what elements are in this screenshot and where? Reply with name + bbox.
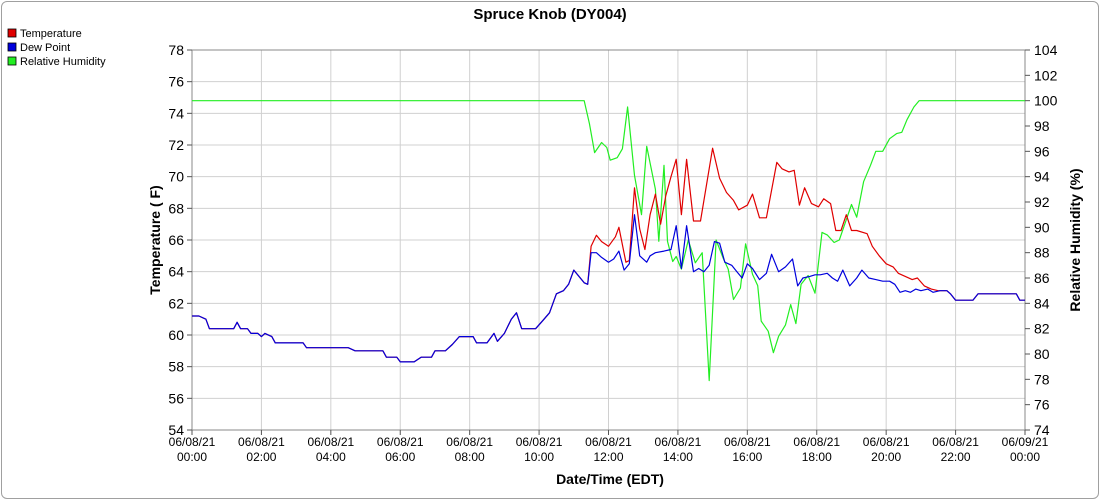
y-left-tick-label: 56: [168, 390, 184, 406]
legend-label: Temperature: [20, 28, 82, 40]
x-tick-time: 00:00: [1010, 450, 1040, 464]
y-right-tick-label: 86: [1034, 270, 1050, 286]
series-layer: [192, 100, 1025, 382]
y-right-tick-label: 84: [1034, 295, 1050, 311]
y-left-tick-label: 58: [168, 359, 184, 375]
x-tick-date: 06/08/21: [585, 435, 632, 449]
chart-title: Spruce Knob (DY004): [473, 6, 626, 23]
y-left-tick-label: 62: [168, 295, 184, 311]
y-right-tick-label: 100: [1034, 93, 1058, 109]
x-tick-time: 02:00: [246, 450, 276, 464]
y-right-tick-label: 98: [1034, 118, 1050, 134]
y-left-tick-label: 60: [168, 327, 184, 343]
x-tick-date: 06/08/21: [446, 435, 493, 449]
y-axis-right-label: Relative Humidity (%): [1067, 168, 1083, 311]
x-tick-time: 18:00: [802, 450, 832, 464]
x-tick-date: 06/09/21: [1002, 435, 1049, 449]
y-right-tick-label: 102: [1034, 67, 1058, 83]
x-axis-label: Date/Time (EDT): [556, 471, 664, 487]
x-tick-date: 06/08/21: [863, 435, 910, 449]
x-tick-time: 20:00: [871, 450, 901, 464]
x-tick-time: 04:00: [316, 450, 346, 464]
x-tick-time: 16:00: [732, 450, 762, 464]
y-left-tick-label: 76: [168, 74, 184, 90]
y-right-tick-label: 94: [1034, 169, 1050, 185]
x-tick-time: 08:00: [455, 450, 485, 464]
y-axis-right-ticks: 74 76 78 80 82 84 86 88 90 92 94 96 98 100 102 104: [1025, 42, 1058, 438]
series-line-relative-humidity: [192, 100, 1025, 382]
y-left-tick-label: 66: [168, 232, 184, 248]
y-right-tick-label: 74: [1034, 422, 1050, 438]
y-right-tick-label: 88: [1034, 245, 1050, 261]
legend-label: Relative Humidity: [20, 56, 106, 68]
y-right-tick-label: 92: [1034, 194, 1050, 210]
y-left-tick-label: 78: [168, 42, 184, 58]
y-right-tick-label: 82: [1034, 321, 1050, 337]
y-left-tick-label: 74: [168, 105, 184, 121]
x-tick-time: 06:00: [385, 450, 415, 464]
grid: [191, 49, 1026, 431]
x-tick-time: 00:00: [177, 450, 207, 464]
x-axis-ticks: 06/08/2100:0006/08/2102:0006/08/2104:000…: [169, 430, 1049, 464]
x-tick-date: 06/08/21: [377, 435, 424, 449]
legend-swatch-dew-point: [7, 42, 17, 52]
y-left-tick-label: 68: [168, 200, 184, 216]
y-right-tick-label: 96: [1034, 143, 1050, 159]
x-tick-time: 10:00: [524, 450, 554, 464]
y-axis-left-label: Temperature ( F): [147, 185, 163, 294]
y-axis-left-ticks: 54 56 58 60 62 64 66 68 70 72 74 76 78: [168, 42, 192, 438]
y-right-tick-label: 90: [1034, 219, 1050, 235]
x-tick-date: 06/08/21: [724, 435, 771, 449]
x-tick-date: 06/08/21: [655, 435, 702, 449]
x-tick-time: 14:00: [663, 450, 693, 464]
legend: Temperature Dew Point Relative Humidity: [7, 28, 106, 68]
y-right-tick-label: 78: [1034, 371, 1050, 387]
series-line-dew-point: [192, 214, 1025, 363]
x-tick-date: 06/08/21: [516, 435, 563, 449]
legend-swatch-temperature: [7, 28, 17, 38]
y-left-tick-label: 54: [168, 422, 184, 438]
x-tick-date: 06/08/21: [307, 435, 354, 449]
legend-label: Dew Point: [20, 42, 70, 54]
x-tick-date: 06/08/21: [238, 435, 285, 449]
x-tick-date: 06/08/21: [793, 435, 840, 449]
legend-swatch-relative-humidity: [7, 56, 17, 66]
x-tick-date: 06/08/21: [169, 435, 216, 449]
x-tick-time: 12:00: [593, 450, 623, 464]
y-right-tick-label: 80: [1034, 346, 1050, 362]
y-left-tick-label: 64: [168, 264, 184, 280]
x-tick-date: 06/08/21: [932, 435, 979, 449]
x-tick-time: 22:00: [941, 450, 971, 464]
y-right-tick-label: 104: [1034, 42, 1058, 58]
y-right-tick-label: 76: [1034, 397, 1050, 413]
y-left-tick-label: 72: [168, 137, 184, 153]
y-left-tick-label: 70: [168, 169, 184, 185]
